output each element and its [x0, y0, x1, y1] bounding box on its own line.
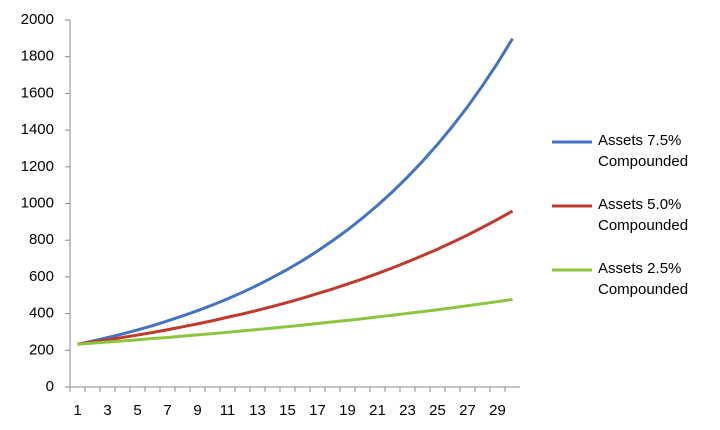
- legend-label: Assets 5.0% Compounded: [598, 196, 689, 234]
- x-tick-label: 5: [133, 402, 141, 419]
- x-tick-label: 7: [163, 402, 171, 419]
- x-tick-label: 25: [429, 402, 446, 419]
- x-tick-label: 11: [220, 402, 236, 419]
- x-tick-label: 17: [309, 402, 326, 419]
- x-tick-label: 9: [193, 402, 201, 419]
- x-tick-label: 27: [459, 402, 476, 419]
- x-tick-label: 13: [249, 402, 266, 419]
- x-tick-label: 29: [489, 402, 506, 419]
- y-tick-label: 1200: [21, 158, 54, 175]
- y-tick-label: 1800: [21, 48, 54, 65]
- y-tick-label: 1000: [21, 194, 54, 211]
- line: [77, 37, 514, 346]
- x-tick-label: 19: [339, 402, 356, 419]
- x-tick-label: 1: [73, 402, 81, 419]
- x-tick-label: 15: [279, 402, 296, 419]
- x-tick-label: 23: [399, 402, 416, 419]
- y-tick-label: 1600: [21, 84, 54, 101]
- y-tick-label: 800: [29, 231, 54, 248]
- legend-label: Assets 2.5% Compounded: [598, 260, 689, 298]
- x-tick-label: 3: [103, 402, 111, 419]
- y-tick-label: 200: [29, 341, 54, 358]
- line: [77, 209, 514, 346]
- y-tick-label: 600: [29, 268, 54, 285]
- y-tick-label: 2000: [21, 11, 54, 28]
- y-tick-label: 400: [29, 305, 54, 322]
- y-tick-label: 0: [46, 378, 54, 395]
- x-tick-label: 21: [369, 402, 386, 419]
- legend-label: Assets 7.5% Compounded: [598, 132, 689, 170]
- line: [77, 297, 513, 346]
- y-tick-label: 1400: [21, 121, 54, 138]
